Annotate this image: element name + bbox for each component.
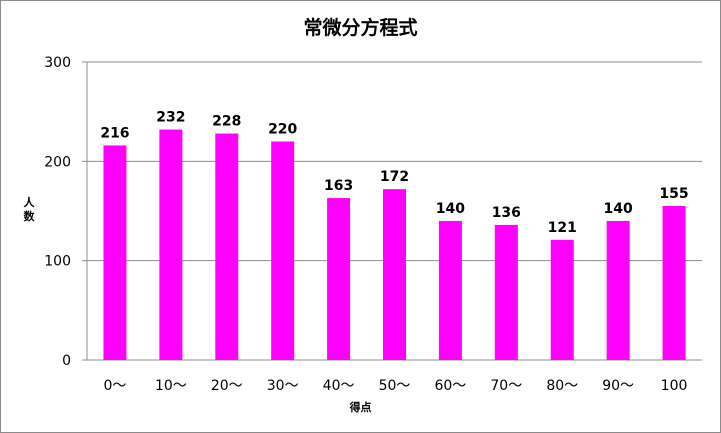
data-label: 216	[100, 125, 129, 141]
data-label: 140	[436, 201, 465, 217]
x-axis-label: 得点	[349, 401, 372, 414]
data-label: 172	[380, 169, 409, 185]
data-label: 140	[604, 201, 633, 217]
data-label: 136	[492, 205, 521, 221]
x-tick-label: 100	[661, 378, 688, 394]
x-tick-label: 50～	[379, 378, 411, 394]
x-tick-label: 30～	[267, 378, 299, 394]
bar	[550, 239, 574, 360]
x-tick-label: 80～	[546, 378, 578, 394]
bar	[494, 224, 518, 360]
data-label: 163	[324, 178, 353, 194]
x-tick-label: 40～	[323, 378, 355, 394]
data-label: 228	[212, 114, 241, 130]
y-tick-label: 200	[44, 154, 71, 170]
chart-title: 常微分方程式	[303, 17, 418, 39]
x-tick-label: 10～	[155, 378, 187, 394]
y-axis-label: 人数	[23, 196, 35, 223]
data-label: 232	[156, 110, 185, 126]
x-tick-label: 20～	[211, 378, 243, 394]
bar	[159, 129, 183, 360]
x-tick-label: 70～	[490, 378, 522, 394]
y-tick-label: 100	[44, 254, 71, 270]
bar	[662, 206, 686, 360]
data-label: 155	[659, 186, 688, 202]
bar	[383, 189, 406, 360]
data-label: 121	[548, 220, 577, 236]
y-tick-label: 0	[62, 353, 71, 369]
x-tick-label: 90～	[602, 378, 634, 394]
y-tick-label: 300	[44, 55, 71, 71]
x-tick-label: 60～	[434, 378, 466, 394]
data-label: 220	[268, 121, 297, 137]
bar	[271, 141, 295, 360]
bar	[438, 220, 462, 360]
bar	[327, 198, 351, 360]
bar	[103, 145, 127, 360]
x-tick-label: 0～	[103, 378, 126, 394]
bar	[215, 133, 239, 360]
bar	[606, 220, 630, 360]
